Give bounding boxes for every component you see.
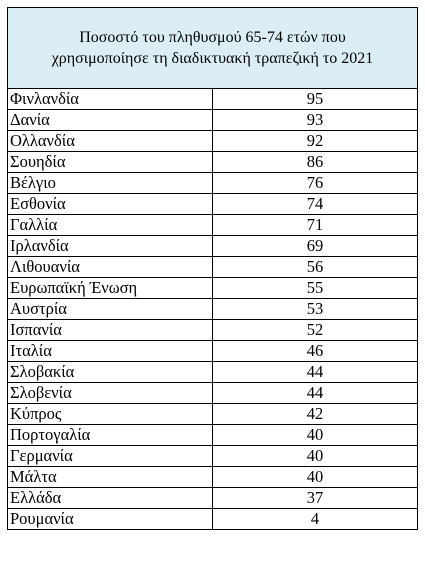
country-cell: Ισπανία [7,319,213,341]
value-cell: 76 [212,172,418,194]
value-cell: 52 [212,319,418,341]
table-row: Αυστρία 53 [7,298,418,320]
country-cell: Σλοβενία [7,382,213,404]
table-row: Ισπανία 52 [7,319,418,341]
value-cell: 37 [212,487,418,509]
country-cell: Κύπρος [7,403,213,425]
table-row: Εσθονία 74 [7,193,418,215]
table-row: Μάλτα 40 [7,466,418,488]
value-cell: 42 [212,403,418,425]
country-cell: Εσθονία [7,193,213,215]
country-cell: Ευρωπαϊκή Ένωση [7,277,213,299]
country-cell: Γερμανία [7,445,213,467]
value-cell: 44 [212,382,418,404]
value-cell: 95 [212,88,418,110]
value-cell: 55 [212,277,418,299]
country-cell: Σουηδία [7,151,213,173]
value-cell: 53 [212,298,418,320]
table-row: Ρουμανία 4 [7,508,418,530]
country-cell: Σλοβακία [7,361,213,383]
table-title-line-1: Ποσοστό του πληθυσμού 65-74 ετών που [79,29,346,46]
table-row: Δανία 93 [7,109,418,131]
value-cell: 44 [212,361,418,383]
table-row: Πορτογαλία 40 [7,424,418,446]
value-cell: 40 [212,424,418,446]
value-cell: 86 [212,151,418,173]
value-cell: 56 [212,256,418,278]
country-cell: Αυστρία [7,298,213,320]
value-cell: 71 [212,214,418,236]
table-row: Βέλγιο 76 [7,172,418,194]
value-cell: 74 [212,193,418,215]
table-row: Ιρλανδία 69 [7,235,418,257]
value-cell: 46 [212,340,418,362]
data-table: Ποσοστό του πληθυσμού 65-74 ετών που χρη… [7,7,418,530]
country-cell: Δανία [7,109,213,131]
table-row: Γαλλία 71 [7,214,418,236]
value-cell: 92 [212,130,418,152]
country-cell: Ρουμανία [7,508,213,530]
table-row: Σουηδία 86 [7,151,418,173]
table-row: Ολλανδία 92 [7,130,418,152]
country-cell: Γαλλία [7,214,213,236]
table-row: Σλοβακία 44 [7,361,418,383]
country-cell: Λιθουανία [7,256,213,278]
table-row: Φινλανδία 95 [7,88,418,110]
table-title: Ποσοστό του πληθυσμού 65-74 ετών που χρη… [7,7,418,89]
value-cell: 93 [212,109,418,131]
country-cell: Πορτογαλία [7,424,213,446]
table-row: Κύπρος 42 [7,403,418,425]
country-cell: Ιταλία [7,340,213,362]
table-body: Φινλανδία 95 Δανία 93 Ολλανδία 92 Σουηδί… [7,88,418,530]
table-row: Γερμανία 40 [7,445,418,467]
table-row: Ελλάδα 37 [7,487,418,509]
table-row: Σλοβενία 44 [7,382,418,404]
table-row: Ιταλία 46 [7,340,418,362]
table-row: Ευρωπαϊκή Ένωση 55 [7,277,418,299]
country-cell: Φινλανδία [7,88,213,110]
value-cell: 40 [212,466,418,488]
table-title-line-2: χρησιμοποίησε τη διαδικτυακή τραπεζική τ… [51,50,374,67]
country-cell: Βέλγιο [7,172,213,194]
value-cell: 40 [212,445,418,467]
value-cell: 69 [212,235,418,257]
country-cell: Μάλτα [7,466,213,488]
country-cell: Ιρλανδία [7,235,213,257]
country-cell: Ελλάδα [7,487,213,509]
value-cell: 4 [212,508,418,530]
table-row: Λιθουανία 56 [7,256,418,278]
country-cell: Ολλανδία [7,130,213,152]
table-header-row: Ποσοστό του πληθυσμού 65-74 ετών που χρη… [7,7,418,89]
